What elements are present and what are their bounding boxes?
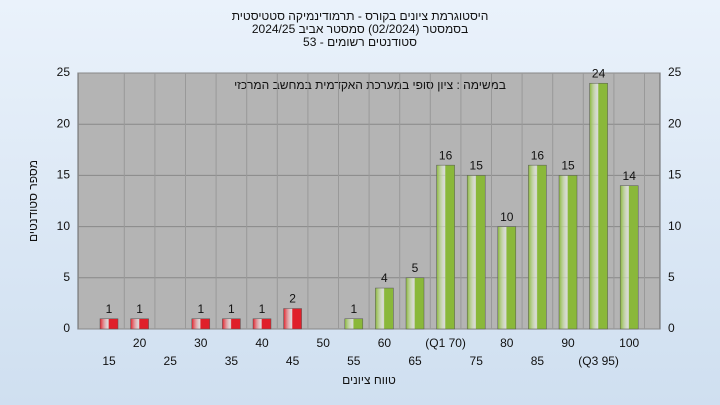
bar — [466, 175, 486, 330]
y-tick-label: 0 — [63, 321, 70, 335]
y2-tick-label: 15 — [668, 168, 682, 182]
y-tick-label: 10 — [57, 219, 71, 233]
bar — [222, 318, 241, 330]
chart-title: היסטוגרמת ציונים בקורס - תרמודינמיקה סטט… — [232, 9, 489, 23]
x-axis-label: טווח ציונים — [342, 373, 396, 387]
x-tick-label: 80 — [500, 336, 514, 350]
value-label: 15 — [561, 159, 575, 173]
bar — [344, 318, 364, 330]
annotation: במשימה : ציון סופי במערכת האקדמית במחשב … — [234, 78, 506, 92]
bar — [558, 175, 578, 330]
bar — [375, 287, 394, 330]
value-label: 1 — [350, 302, 357, 316]
x-tick-label: 25 — [164, 354, 178, 368]
value-label: 1 — [259, 302, 266, 316]
x-tick-label: 75 — [470, 354, 484, 368]
x-tick-label: 40 — [255, 336, 269, 350]
value-label: 16 — [531, 148, 545, 162]
y-tick-label: 25 — [57, 65, 71, 79]
chart-subtitle: בסמסטר (02/2024) סמסטר אביב 2024/25 — [252, 22, 468, 36]
x-tick-label: 15 — [102, 354, 116, 368]
chart-subtitle: סטודנטים רשומים - 53 — [303, 35, 417, 49]
value-label: 16 — [439, 148, 453, 162]
bar — [130, 318, 149, 330]
x-tick-label: 45 — [286, 354, 300, 368]
x-tick-label: (Q1 70) — [425, 336, 466, 350]
x-tick-label: 100 — [619, 336, 639, 350]
bar — [436, 164, 455, 330]
value-label: 2 — [289, 292, 296, 306]
y-tick-label: 15 — [57, 168, 71, 182]
bar — [497, 226, 517, 330]
value-label: 15 — [470, 159, 484, 173]
value-label: 1 — [136, 302, 143, 316]
bar — [252, 318, 272, 330]
y2-tick-label: 5 — [668, 270, 675, 284]
value-label: 10 — [500, 210, 514, 224]
y2-tick-label: 10 — [668, 219, 682, 233]
x-tick-label: (Q3 95) — [578, 354, 619, 368]
x-tick-label: 50 — [317, 336, 331, 350]
x-tick-label: 65 — [408, 354, 422, 368]
x-tick-label: 30 — [194, 336, 208, 350]
x-tick-label: 20 — [133, 336, 147, 350]
x-tick-label: 90 — [561, 336, 575, 350]
y2-tick-label: 25 — [668, 65, 682, 79]
value-label: 14 — [623, 169, 637, 183]
x-tick-label: 60 — [378, 336, 392, 350]
y2-tick-label: 0 — [668, 321, 675, 335]
value-label: 24 — [592, 66, 606, 80]
y-tick-label: 5 — [63, 270, 70, 284]
y-tick-label: 20 — [57, 116, 71, 130]
value-label: 4 — [381, 271, 388, 285]
bar — [528, 164, 547, 330]
bar — [99, 318, 119, 330]
bar — [405, 277, 425, 330]
bar — [619, 185, 639, 330]
x-tick-label: 55 — [347, 354, 361, 368]
value-label: 1 — [197, 302, 204, 316]
value-label: 1 — [228, 302, 235, 316]
y-axis-label: מספר סטודנטים — [26, 160, 40, 242]
x-tick-label: 85 — [531, 354, 545, 368]
y2-tick-label: 20 — [668, 116, 682, 130]
value-label: 1 — [106, 302, 113, 316]
bar — [191, 318, 211, 330]
x-tick-label: 35 — [225, 354, 239, 368]
value-label: 5 — [412, 261, 419, 275]
bar — [283, 308, 302, 330]
bar — [589, 82, 608, 330]
